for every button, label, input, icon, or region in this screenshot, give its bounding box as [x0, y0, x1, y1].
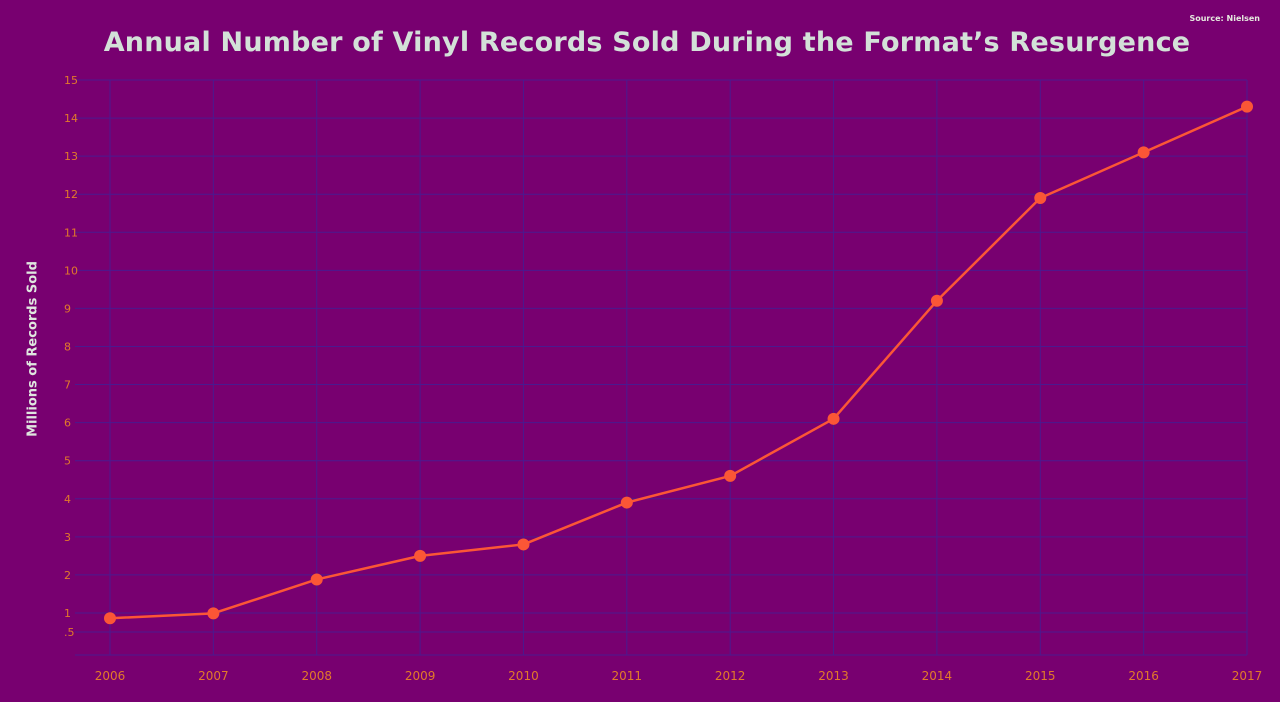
y-tick-label: 5: [64, 455, 71, 468]
data-point-marker: [1137, 146, 1150, 159]
y-tick-label: 11: [64, 226, 78, 239]
y-tick-label: 9: [64, 302, 71, 315]
y-tick-label: 14: [64, 112, 78, 125]
series-group: [104, 100, 1253, 625]
y-tick-label: 2: [64, 569, 71, 582]
y-tick-label: 6: [64, 417, 71, 430]
data-point-marker: [620, 496, 633, 509]
x-tick-label: 2010: [508, 669, 539, 683]
y-tick-label: 12: [64, 188, 78, 201]
data-point-marker: [827, 412, 840, 425]
x-tick-label: 2011: [612, 669, 643, 683]
data-point-marker: [310, 573, 323, 586]
x-axis-ticks: 2006 2007 2008 2009 2010 2011 2012 2013 2014 2015…: [95, 669, 1263, 683]
x-tick-label: 2013: [818, 669, 849, 683]
source-note: Source: Nielsen: [1189, 14, 1260, 23]
y-tick-label: .5: [64, 626, 75, 639]
x-tick-label: 2016: [1128, 669, 1159, 683]
data-point-marker: [724, 469, 737, 482]
x-tick-label: 2014: [922, 669, 953, 683]
chart-title: Annual Number of Vinyl Records Sold Duri…: [103, 27, 1191, 58]
y-tick-label: 13: [64, 150, 78, 163]
y-tick-label: 3: [64, 531, 71, 544]
data-point-marker: [930, 294, 943, 307]
y-tick-label: 1: [64, 607, 71, 620]
y-tick-label: 15: [64, 74, 78, 87]
x-tick-label: 2006: [95, 669, 126, 683]
data-point-marker: [414, 549, 427, 562]
data-point-marker: [517, 538, 530, 551]
x-tick-label: 2009: [405, 669, 436, 683]
series-line: [109, 105, 1248, 620]
x-tick-label: 2015: [1025, 669, 1056, 683]
data-point-marker: [207, 607, 220, 620]
y-axis-title: Millions of Records Sold: [25, 261, 41, 437]
x-tick-label: 2012: [715, 669, 746, 683]
y-tick-label: 10: [64, 264, 78, 277]
x-tick-label: 2008: [301, 669, 332, 683]
grid-lines: [75, 79, 1248, 656]
x-tick-label: 2017: [1232, 669, 1263, 683]
data-point-marker: [1034, 192, 1047, 205]
y-tick-label: 4: [64, 493, 71, 506]
data-point-marker: [104, 612, 116, 625]
x-tick-label: 2007: [198, 669, 229, 683]
data-point-marker: [1241, 100, 1253, 113]
y-tick-label: 7: [64, 379, 71, 392]
y-tick-label: 8: [64, 340, 71, 353]
